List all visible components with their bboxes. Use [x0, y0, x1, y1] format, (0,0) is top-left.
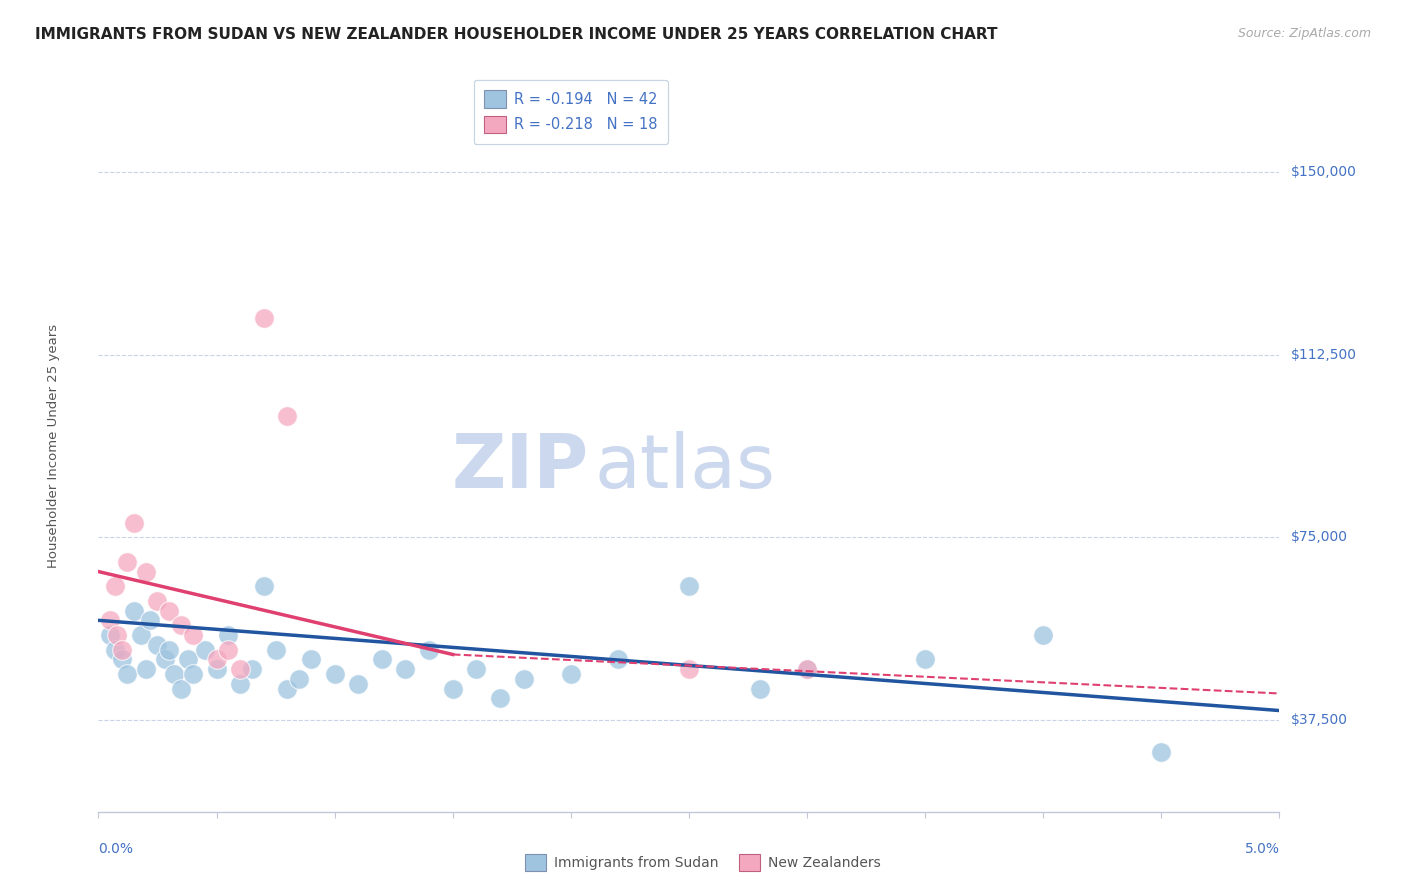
Point: [135, 565, 157, 579]
Point: [98, 613, 121, 627]
Point: [465, 662, 488, 676]
Text: 0.0%: 0.0%: [98, 842, 134, 856]
Point: [135, 662, 157, 676]
Text: Householder Income Under 25 years: Householder Income Under 25 years: [46, 324, 60, 568]
Point: [139, 613, 162, 627]
Text: $150,000: $150,000: [1291, 165, 1357, 178]
Point: [253, 579, 276, 593]
Text: 5.0%: 5.0%: [1244, 842, 1279, 856]
Point: [229, 662, 252, 676]
Point: [240, 662, 263, 676]
Point: [129, 628, 152, 642]
Point: [489, 691, 512, 706]
Point: [217, 628, 239, 642]
Point: [914, 652, 936, 666]
Point: [115, 667, 138, 681]
Point: [748, 681, 770, 696]
Point: [146, 638, 169, 652]
Point: [323, 667, 346, 681]
Legend: Immigrants from Sudan, New Zealanders: Immigrants from Sudan, New Zealanders: [519, 848, 887, 876]
Point: [163, 667, 186, 681]
Point: [170, 618, 193, 632]
Text: $37,500: $37,500: [1291, 714, 1347, 727]
Point: [146, 594, 169, 608]
Point: [253, 311, 276, 326]
Point: [181, 667, 204, 681]
Point: [276, 681, 298, 696]
Point: [205, 662, 228, 676]
Point: [104, 642, 127, 657]
Point: [122, 603, 145, 617]
Point: [194, 642, 217, 657]
Point: [205, 652, 228, 666]
Point: [157, 642, 180, 657]
Point: [1032, 628, 1054, 642]
Text: IMMIGRANTS FROM SUDAN VS NEW ZEALANDER HOUSEHOLDER INCOME UNDER 25 YEARS CORRELA: IMMIGRANTS FROM SUDAN VS NEW ZEALANDER H…: [35, 27, 998, 42]
Point: [299, 652, 322, 666]
Text: $75,000: $75,000: [1291, 531, 1347, 544]
Point: [229, 676, 252, 690]
Point: [122, 516, 145, 530]
Text: $112,500: $112,500: [1291, 348, 1357, 361]
Point: [607, 652, 630, 666]
Point: [678, 662, 700, 676]
Legend: R = -0.194   N = 42, R = -0.218   N = 18: R = -0.194 N = 42, R = -0.218 N = 18: [474, 80, 668, 144]
Point: [153, 652, 176, 666]
Text: ZIP: ZIP: [451, 432, 589, 505]
Text: atlas: atlas: [595, 432, 776, 505]
Point: [98, 628, 121, 642]
Point: [512, 672, 534, 686]
Point: [104, 579, 127, 593]
Point: [347, 676, 370, 690]
Point: [105, 628, 128, 642]
Point: [418, 642, 440, 657]
Point: [796, 662, 818, 676]
Point: [217, 642, 239, 657]
Point: [1150, 745, 1173, 759]
Point: [181, 628, 204, 642]
Point: [111, 652, 134, 666]
Text: Source: ZipAtlas.com: Source: ZipAtlas.com: [1237, 27, 1371, 40]
Point: [288, 672, 311, 686]
Point: [394, 662, 416, 676]
Point: [115, 555, 138, 569]
Point: [441, 681, 464, 696]
Point: [678, 579, 700, 593]
Point: [157, 603, 180, 617]
Point: [170, 681, 193, 696]
Point: [796, 662, 818, 676]
Point: [177, 652, 200, 666]
Point: [264, 642, 287, 657]
Point: [371, 652, 394, 666]
Point: [560, 667, 582, 681]
Point: [276, 409, 298, 423]
Point: [111, 642, 134, 657]
